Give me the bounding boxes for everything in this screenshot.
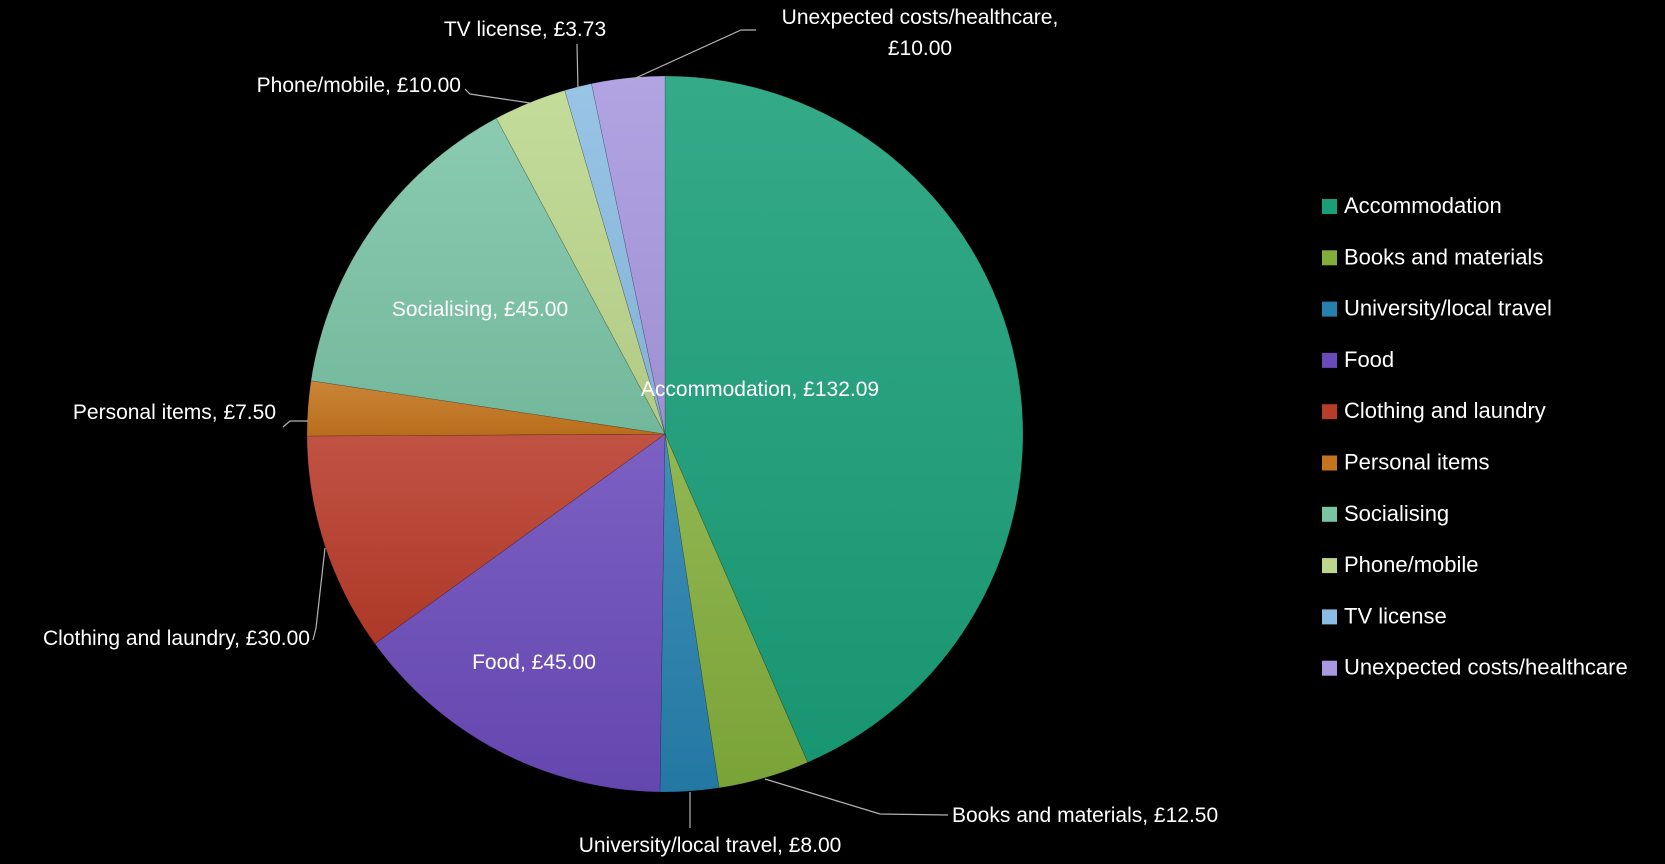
legend-label: Unexpected costs/healthcare: [1344, 655, 1628, 680]
pie-slices: [306, 75, 1024, 793]
legend-swatch: [1322, 558, 1337, 574]
legend-swatch: [1322, 609, 1337, 625]
data-label-phone-mobile: Phone/mobile, £10.00: [257, 74, 461, 97]
leader-line-phone-mobile: [464, 88, 531, 104]
legend-item-tv-license: TV license: [1322, 603, 1447, 628]
leader-lines: [282, 29, 949, 828]
slice-socialising: [310, 117, 666, 435]
leader-line-unexpected-costs-healthcare: [628, 29, 756, 82]
legend-label: Phone/mobile: [1344, 552, 1479, 577]
legend: Accommodation Books and materials Universi…: [1322, 193, 1628, 680]
legend-swatch: [1322, 352, 1337, 368]
legend-label: TV license: [1344, 603, 1447, 628]
data-label-food: Food, £45.00: [472, 651, 596, 674]
legend-item-socialising: Socialising: [1322, 501, 1449, 526]
slice-food: [374, 433, 666, 793]
legend-label: Socialising: [1344, 501, 1449, 526]
legend-swatch: [1322, 455, 1337, 471]
legend-label: University/local travel: [1344, 296, 1552, 321]
legend-label: Food: [1344, 347, 1394, 372]
data-labels: Accommodation, £132.09 Books and material…: [43, 6, 1218, 857]
data-label-socialising: Socialising, £45.00: [392, 298, 568, 321]
legend-item-personal-items: Personal items: [1322, 450, 1490, 475]
slice-clothing-and-laundry: [306, 433, 666, 645]
legend-item-food: Food: [1322, 347, 1394, 372]
legend-label: Clothing and laundry: [1344, 398, 1546, 423]
data-label-unexpected-costs-healthcare: Unexpected costs/healthcare, £10.00: [782, 6, 1059, 60]
legend-item-phone-mobile: Phone/mobile: [1322, 552, 1479, 577]
legend-item-unexpected-costs-healthcare: Unexpected costs/healthcare: [1322, 655, 1628, 680]
slice-university-local-travel: [659, 433, 720, 793]
legend-swatch: [1322, 404, 1337, 420]
leader-line-personal-items: [282, 420, 308, 428]
legend-item-university-local-travel: University/local travel: [1322, 296, 1552, 321]
slice-accommodation: [664, 75, 1024, 763]
legend-swatch: [1322, 199, 1337, 214]
slice-personal-items: [306, 380, 666, 437]
legend-item-books-and-materials: Books and materials: [1322, 244, 1543, 269]
data-label-university-local-travel: University/local travel, £8.00: [579, 834, 842, 857]
legend-item-clothing-and-laundry: Clothing and laundry: [1322, 398, 1546, 423]
data-label-clothing-and-laundry: Clothing and laundry, £30.00: [43, 627, 310, 650]
legend-swatch: [1322, 506, 1337, 522]
legend-swatch: [1322, 250, 1337, 266]
data-label-books-and-materials: Books and materials, £12.50: [952, 804, 1218, 827]
leader-line-tv-license: [576, 43, 579, 91]
legend-item-accommodation: Accommodation: [1322, 193, 1502, 218]
legend-swatch: [1322, 660, 1337, 676]
data-label-personal-items: Personal items, £7.50: [73, 401, 276, 424]
leader-line-books-and-materials: [764, 778, 949, 816]
legend-label: Books and materials: [1344, 244, 1543, 269]
data-label-tv-license: TV license, £3.73: [444, 18, 606, 41]
data-label-accommodation: Accommodation, £132.09: [641, 378, 879, 401]
legend-label: Accommodation: [1344, 193, 1502, 218]
legend-label: Personal items: [1344, 450, 1490, 475]
leader-line-clothing-and-laundry: [312, 547, 326, 641]
slice-unexpected-costs-healthcare: [591, 75, 666, 435]
legend-swatch: [1322, 301, 1337, 317]
slice-books-and-materials: [664, 433, 809, 789]
